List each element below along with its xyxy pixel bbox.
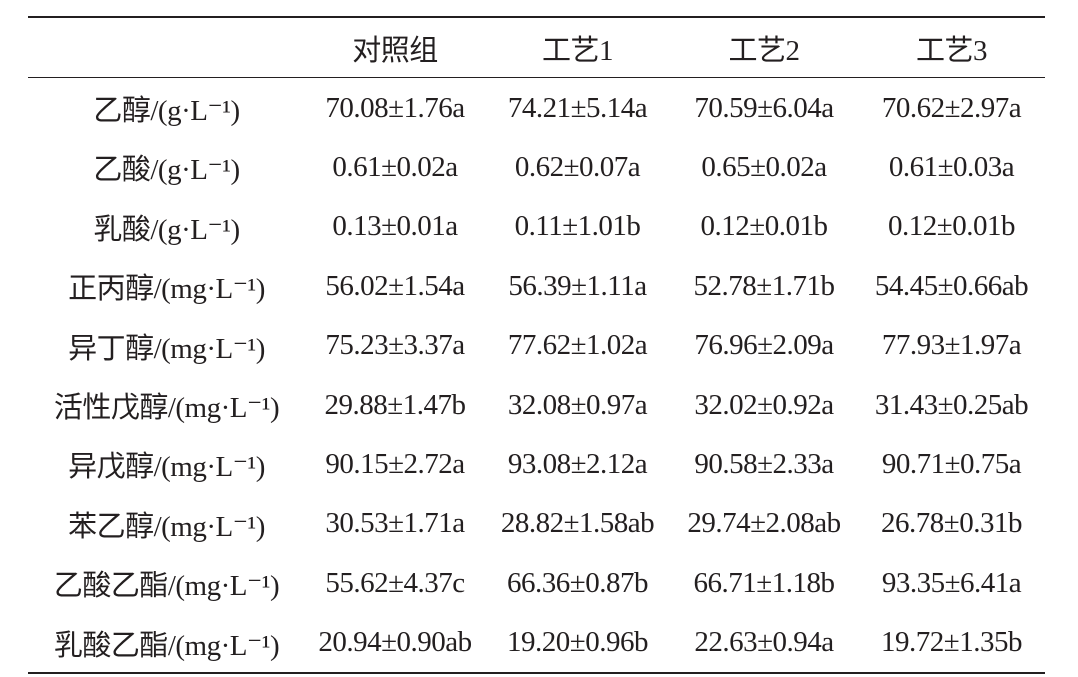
- table-cell: 31.43±0.25ab: [874, 388, 1029, 421]
- table-cell: 0.13±0.01a: [332, 210, 458, 243]
- table-cell: 93.35±6.41a: [881, 566, 1022, 599]
- table-row: 乙醇/(g·L⁻¹) 70.08±1.76a 74.21±5.14a 70.59±6.…: [28, 78, 1045, 138]
- table-cell: 52.78±1.71b: [693, 269, 835, 302]
- data-table: 对照组 工艺1 工艺2 工艺3 乙醇/(g·L⁻¹) 70.08±1.76a 74.21±…: [28, 16, 1045, 674]
- table-cell: 70.62±2.97a: [881, 91, 1022, 124]
- column-header: 工艺2: [728, 34, 800, 67]
- table-cell: 90.58±2.33a: [694, 447, 834, 480]
- table-row: 乙酸/(g·L⁻¹) 0.61±0.02a 0.62±0.07a 0.65±0.02a…: [28, 138, 1045, 197]
- table-cell: 32.02±0.92a: [694, 388, 834, 421]
- row-label: 异丁醇/(mg·L⁻¹): [68, 332, 265, 365]
- table-cell: 77.93±1.97a: [881, 329, 1022, 362]
- table-cell: 66.36±0.87b: [507, 566, 648, 599]
- table-cell: 70.59±6.04a: [694, 91, 834, 124]
- table-row: 乙酸乙酯/(mg·L⁻¹) 55.62±4.37c 66.36±0.87b 66.71…: [28, 554, 1045, 613]
- table-cell: 19.72±1.35b: [881, 626, 1022, 659]
- table-cell: 28.82±1.58ab: [500, 507, 655, 540]
- table-cell: 29.74±2.08ab: [687, 507, 841, 540]
- table-cell: 0.12±0.01b: [700, 210, 828, 243]
- table-cell: 19.20±0.96b: [507, 626, 648, 659]
- row-label: 苯乙醇/(mg·L⁻¹): [68, 510, 265, 543]
- table-row: 异戊醇/(mg·L⁻¹) 90.15±2.72a 93.08±2.12a 90.58±…: [28, 435, 1045, 494]
- table-cell: 77.62±1.02a: [507, 329, 648, 362]
- row-label: 正丙醇/(mg·L⁻¹): [68, 273, 265, 306]
- row-label: 乳酸乙酯/(mg·L⁻¹): [53, 629, 280, 662]
- table-row: 乳酸/(g·L⁻¹) 0.13±0.01a 0.11±1.01b 0.12±0.01b…: [28, 197, 1045, 256]
- table-cell: 0.65±0.02a: [701, 150, 827, 183]
- row-label: 乙醇/(g·L⁻¹): [93, 95, 240, 128]
- table-row: 乳酸乙酯/(mg·L⁻¹) 20.94±0.90ab 19.20±0.96b 22.6…: [28, 613, 1045, 674]
- table-cell: 22.63±0.94a: [694, 626, 834, 659]
- table-cell: 55.62±4.37c: [325, 566, 465, 599]
- header-row: 对照组 工艺1 工艺2 工艺3: [28, 17, 1045, 78]
- table-cell: 90.71±0.75a: [881, 447, 1022, 480]
- row-label: 乳酸/(g·L⁻¹): [93, 213, 240, 246]
- column-header: 工艺1: [541, 34, 614, 67]
- table-row: 苯乙醇/(mg·L⁻¹) 30.53±1.71a 28.82±1.58ab 29.74…: [28, 494, 1045, 553]
- row-label: 异戊醇/(mg·L⁻¹): [68, 451, 265, 484]
- table-cell: 66.71±1.18b: [693, 566, 835, 599]
- table-cell: 70.08±1.76a: [325, 91, 465, 124]
- table-row: 活性戊醇/(mg·L⁻¹) 29.88±1.47b 32.08±0.97a 32.02…: [28, 375, 1045, 434]
- table-cell: 56.02±1.54a: [325, 269, 465, 302]
- table-cell: 90.15±2.72a: [325, 447, 465, 480]
- row-label: 乙酸乙酯/(mg·L⁻¹): [53, 570, 280, 603]
- column-header: 对照组: [352, 34, 438, 67]
- table-cell: 54.45±0.66ab: [874, 269, 1029, 302]
- table-cell: 29.88±1.47b: [324, 388, 466, 421]
- row-label: 乙酸/(g·L⁻¹): [93, 154, 240, 187]
- table-row: 正丙醇/(mg·L⁻¹) 56.02±1.54a 56.39±1.11a 52.78±…: [28, 257, 1045, 316]
- row-label: 活性戊醇/(mg·L⁻¹): [53, 392, 280, 425]
- table-row: 异丁醇/(mg·L⁻¹) 75.23±3.37a 77.62±1.02a 76.96±…: [28, 316, 1045, 375]
- table-cell: 0.61±0.02a: [332, 150, 458, 183]
- table-cell: 0.12±0.01b: [888, 210, 1015, 243]
- table-cell: 0.62±0.07a: [514, 150, 641, 183]
- table-cell: 26.78±0.31b: [881, 507, 1022, 540]
- corner-cell: [28, 17, 305, 78]
- column-header: 工艺3: [915, 34, 988, 67]
- table-cell: 76.96±2.09a: [694, 329, 834, 362]
- table-cell: 0.11±1.01b: [514, 210, 641, 243]
- table-cell: 20.94±0.90ab: [318, 626, 472, 659]
- table-cell: 93.08±2.12a: [507, 447, 648, 480]
- table-cell: 75.23±3.37a: [325, 329, 465, 362]
- table-cell: 0.61±0.03a: [888, 150, 1015, 183]
- table-cell: 74.21±5.14a: [507, 91, 648, 124]
- table-cell: 32.08±0.97a: [507, 388, 648, 421]
- table-cell: 30.53±1.71a: [325, 507, 465, 540]
- table-cell: 56.39±1.11a: [508, 269, 647, 302]
